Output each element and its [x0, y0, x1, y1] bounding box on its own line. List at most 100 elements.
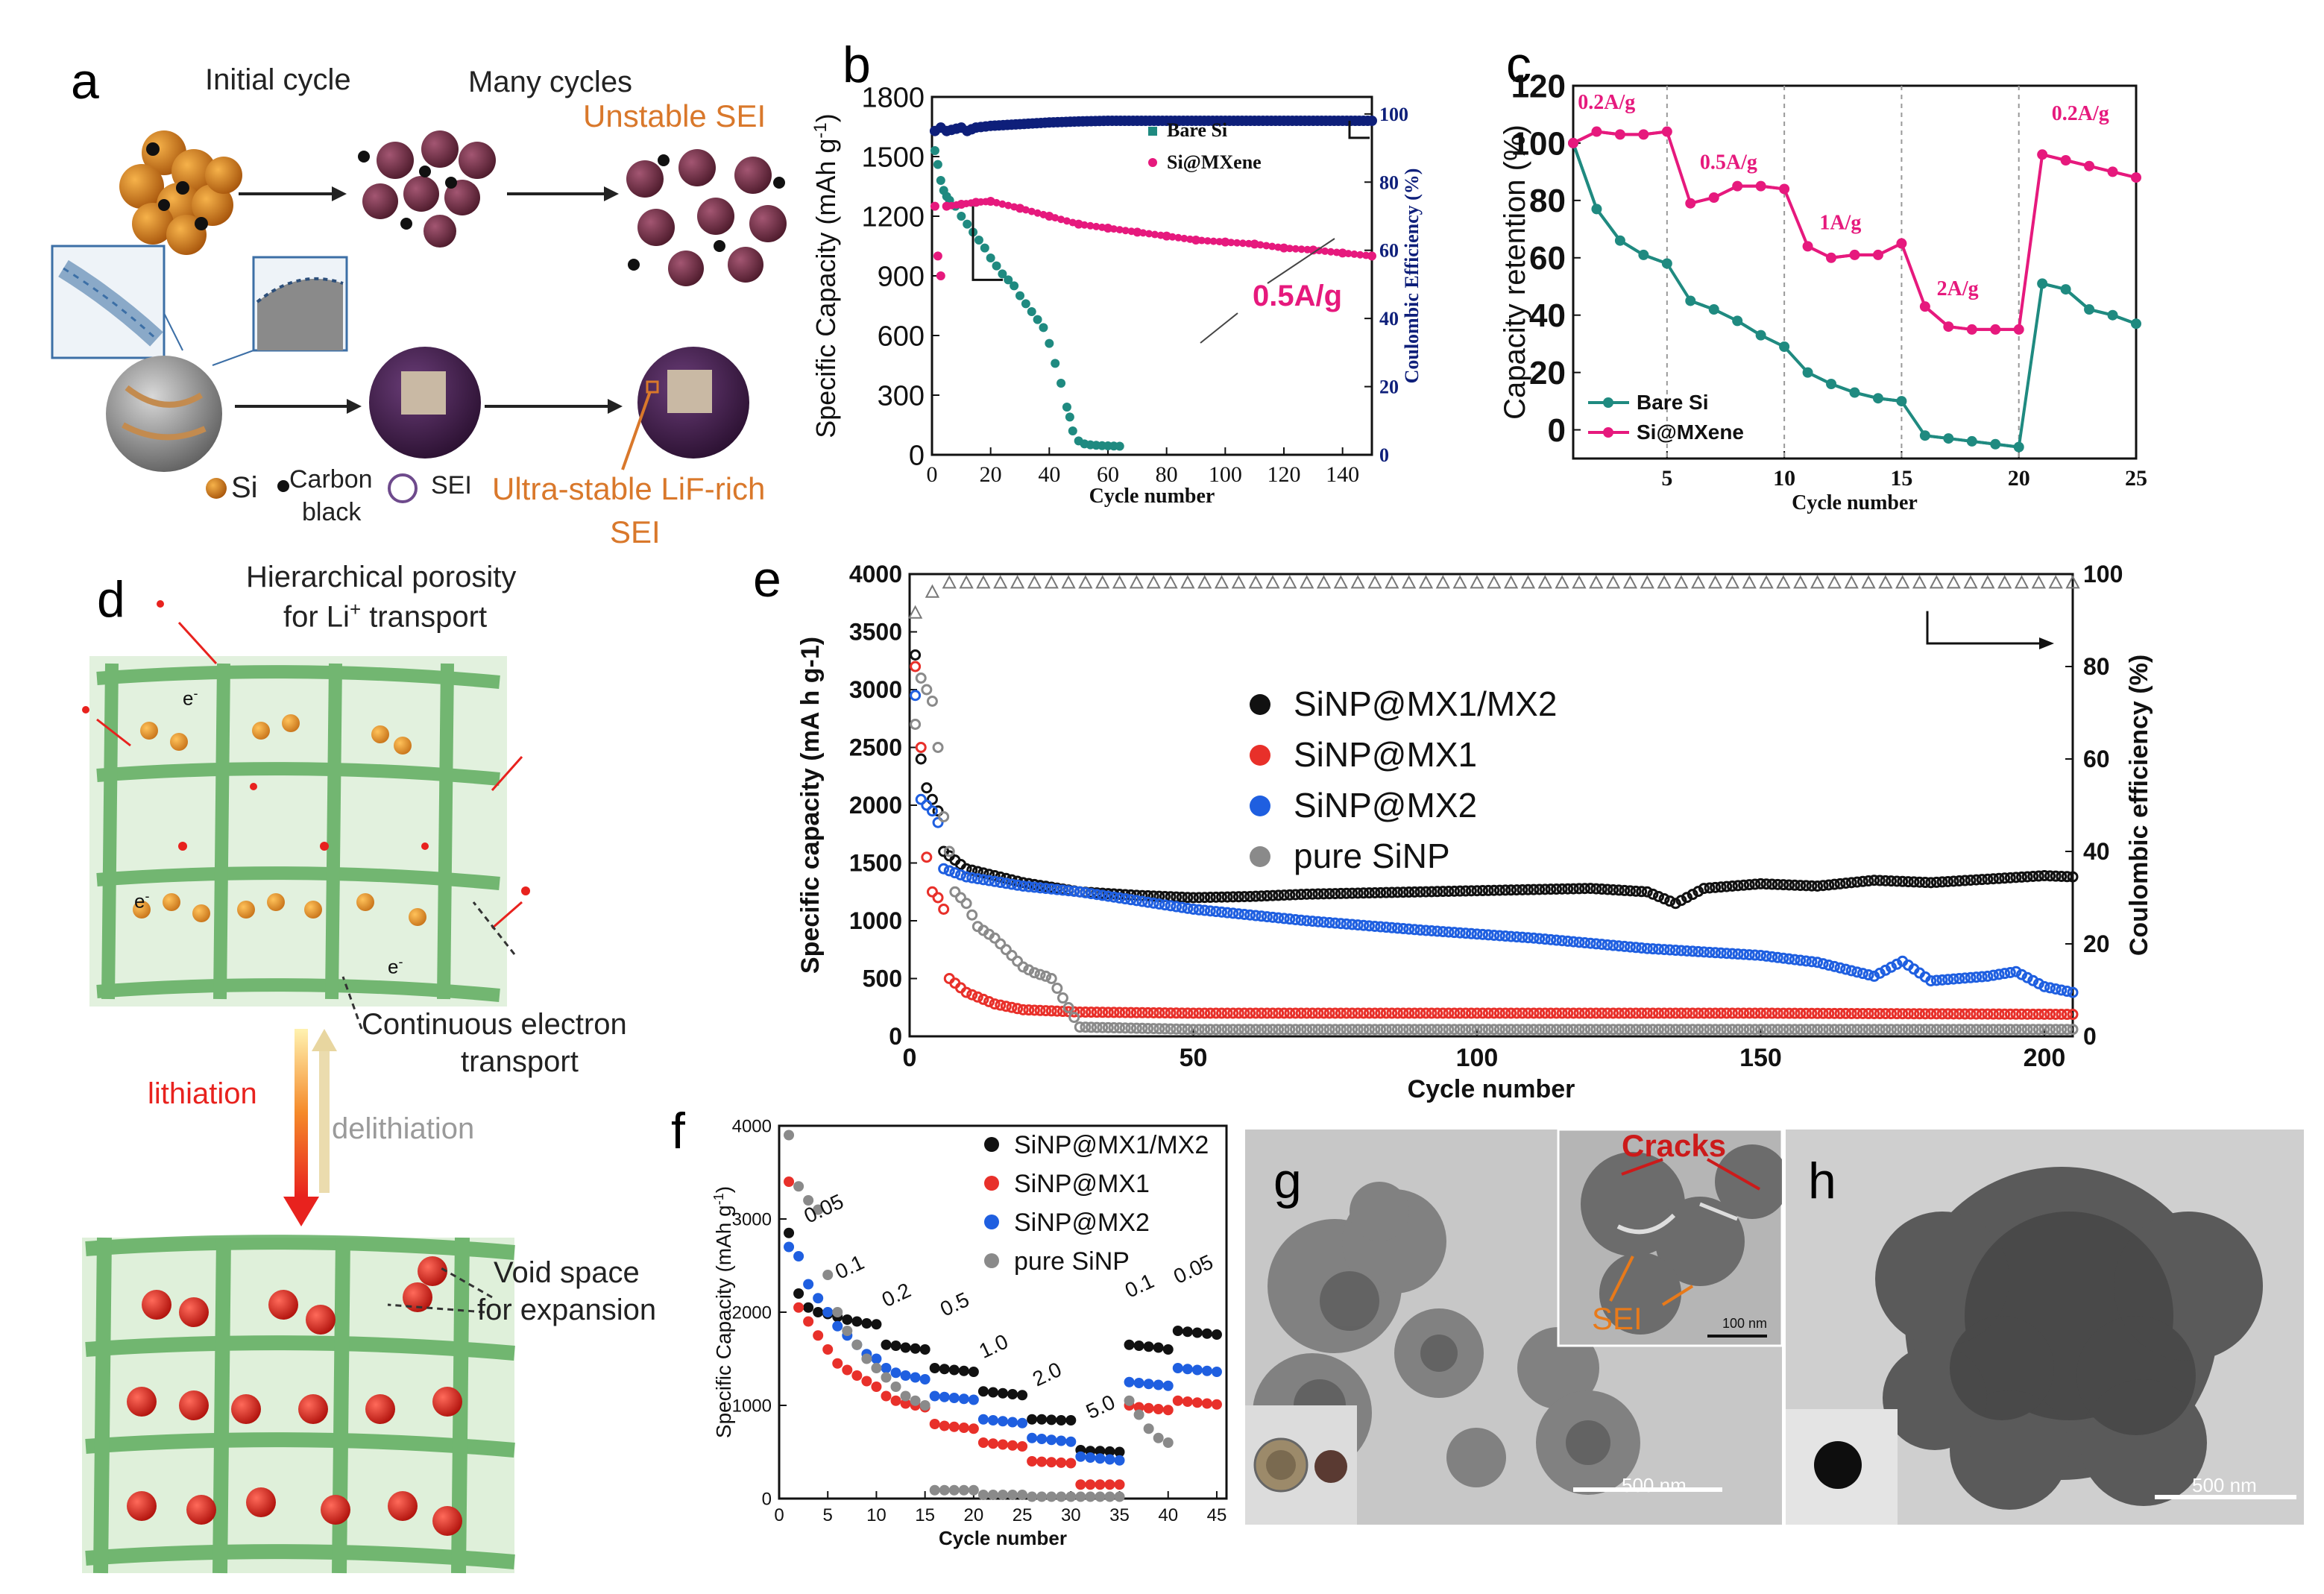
data-point-interp — [1091, 1007, 1103, 1018]
data-point-interp — [1704, 1024, 1716, 1036]
data-point-coulombic-efficiency — [1367, 116, 1377, 126]
data-point-interp — [1380, 922, 1392, 933]
data-point-interp — [1636, 1007, 1648, 1019]
data-point-sinp-mx1-mx2 — [861, 1318, 872, 1329]
data-point-interp — [1315, 247, 1323, 255]
x-tick-label: 30 — [1061, 1505, 1081, 1525]
data-point-pure-sinp — [998, 1490, 1008, 1500]
data-point-pure-sinp — [1007, 1490, 1018, 1500]
x-tick-label: 120 — [1268, 462, 1301, 487]
data-point-interp — [1350, 250, 1358, 258]
data-point-interp — [2027, 1024, 2039, 1036]
data-point-sinp-mx1 — [1095, 1479, 1106, 1490]
data-point-interp — [1329, 1007, 1341, 1019]
data-point-bare-si — [1802, 367, 1813, 378]
data-point-pure-sinp — [1104, 1491, 1115, 1502]
data-point-interp — [1289, 913, 1301, 925]
coulombic-efficiency-marker — [1861, 575, 1876, 589]
data-point-si-mxene — [2013, 324, 2024, 335]
data-point-interp — [1432, 925, 1443, 937]
data-point-interp — [1692, 1007, 1704, 1019]
data-point-bare-si — [1039, 323, 1048, 333]
coulombic-efficiency-marker — [1282, 575, 1297, 589]
data-point-interp — [1000, 878, 1012, 889]
data-point-interp — [1238, 1007, 1250, 1019]
data-point-interp — [1868, 1024, 1880, 1036]
data-point-bare-si — [1779, 341, 1790, 352]
data-point-interp — [1006, 1001, 1018, 1013]
data-point-interp — [1715, 881, 1727, 893]
data-point-interp — [1613, 1024, 1625, 1036]
data-point-interp — [1256, 1007, 1268, 1019]
data-point-interp — [1732, 948, 1744, 960]
panel-g-label: g — [1273, 1153, 1302, 1209]
data-point-sinp-mx1-mx2 — [1471, 885, 1483, 897]
porosity-line-2: for Li+ transport — [283, 598, 487, 634]
y2-tick-label: 20 — [2083, 930, 2110, 957]
x-tick-label: 50 — [1180, 1044, 1208, 1072]
data-point-pure-sinp — [1028, 967, 1040, 979]
data-point-interp — [1375, 886, 1387, 898]
data-point-sinp-mx1-mx2 — [1007, 1389, 1018, 1399]
data-point-interp — [1369, 1007, 1381, 1019]
data-point-interp — [1165, 1023, 1177, 1035]
data-point-interp — [1874, 875, 1886, 886]
data-point-interp — [1812, 1007, 1824, 1019]
data-point-sinp-mx2 — [1104, 1454, 1115, 1465]
data-point-interp — [1897, 1008, 1909, 1020]
data-point-interp — [1664, 1024, 1676, 1036]
data-point-interp — [1312, 1024, 1324, 1036]
data-point-interp — [1959, 875, 1971, 886]
data-point-pure-sinp — [989, 932, 1001, 944]
data-point-interp — [1341, 887, 1352, 899]
chart-e: e0 50 100 150 200050010001500200025003000350… — [753, 552, 2153, 1103]
data-point-interp — [1477, 885, 1489, 897]
data-point-pure-sinp — [968, 1484, 979, 1496]
data-point-interp — [1227, 1007, 1239, 1019]
coulombic-efficiency-marker — [1163, 575, 1178, 589]
data-point-pure-sinp — [1095, 1491, 1106, 1502]
data-point-interp — [1624, 941, 1636, 953]
data-point-interp — [1165, 1007, 1177, 1019]
data-point-si-mxene — [930, 201, 939, 211]
data-point-interp — [1590, 938, 1602, 950]
data-point-sinp-mx2 — [998, 1416, 1008, 1427]
data-point-interp — [1982, 1008, 1994, 1020]
data-point-interp — [1244, 909, 1256, 921]
data-point-interp — [1817, 880, 1829, 892]
data-point-bare-si — [1919, 430, 1930, 441]
data-point-sinp-mx1-mx2 — [1095, 1446, 1106, 1457]
data-point-interp — [1971, 874, 1983, 886]
data-point-interp — [949, 867, 961, 879]
data-point-bare-si — [1033, 315, 1042, 324]
data-point-interp — [1004, 201, 1013, 210]
data-point-interp — [1080, 221, 1089, 229]
data-point-interp — [1749, 878, 1761, 890]
data-point-bare-si — [2013, 441, 2024, 453]
coulombic-efficiency-marker — [1435, 575, 1450, 589]
rate-label: 1A/g — [1819, 211, 1861, 234]
data-point-interp — [1363, 920, 1375, 932]
data-point-interp — [1102, 890, 1114, 902]
data-point-interp — [989, 875, 1001, 887]
coulombic-efficiency-marker — [1946, 575, 1961, 589]
data-point-bare-si — [1849, 387, 1860, 398]
data-point-interp — [1862, 875, 1874, 887]
data-point-interp — [2038, 1024, 2050, 1036]
data-point-sinp-mx1 — [929, 1419, 940, 1429]
data-point-interp — [2027, 870, 2039, 882]
data-point-sinp-mx1-mx2 — [890, 1341, 901, 1351]
data-point-interp — [1669, 1007, 1681, 1019]
data-point-interp — [1397, 886, 1409, 898]
data-point-interp — [972, 866, 983, 878]
data-point-sinp-mx1 — [910, 661, 922, 672]
data-point-pure-sinp — [910, 1395, 921, 1406]
data-point-sinp-mx1 — [871, 1382, 882, 1392]
data-point-interp — [1028, 881, 1040, 893]
data-point-sinp-mx2 — [910, 690, 922, 702]
void-space-line-1: Void space — [494, 1256, 640, 1289]
data-point-interp — [1363, 1007, 1375, 1019]
data-point-interp — [1845, 1024, 1857, 1036]
x-tick-label: 25 — [1013, 1505, 1033, 1525]
data-point-interp — [1352, 1024, 1364, 1036]
